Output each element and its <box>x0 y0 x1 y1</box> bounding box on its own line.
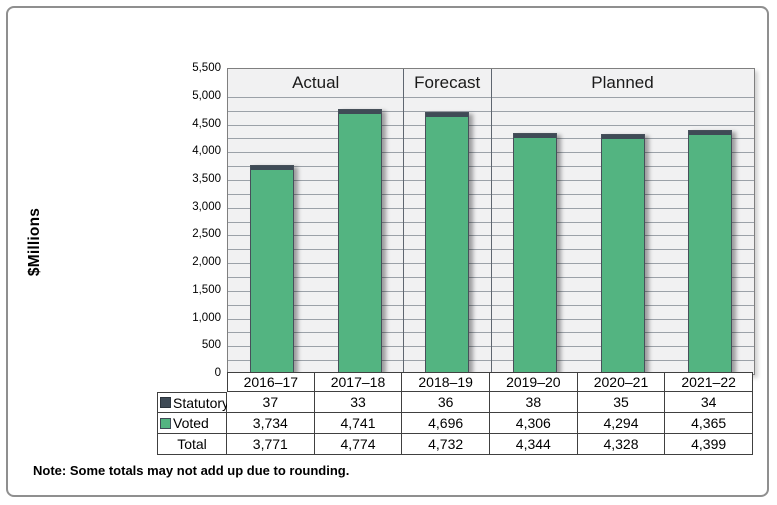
y-tick-label: 5,500 <box>192 62 221 74</box>
bar-statutory-segment <box>513 134 556 138</box>
y-tick-label: 3,500 <box>192 172 221 185</box>
y-tick-label: 2,500 <box>192 228 221 241</box>
table-value-cell: 33 <box>314 392 403 413</box>
section-label: Actual <box>292 73 340 92</box>
bar-statutory-segment <box>601 135 644 139</box>
row-label-cell: Voted <box>157 413 227 434</box>
bar-statutory-segment <box>338 110 381 114</box>
year-header-cell: 2016–17 <box>227 372 315 392</box>
table-value-cell: 4,344 <box>489 434 578 455</box>
y-tick-label: 1,500 <box>192 283 221 296</box>
bar <box>337 109 382 374</box>
section-label: Forecast <box>414 73 481 92</box>
year-header-cell: 2017–18 <box>314 372 403 392</box>
y-tick-label: 500 <box>201 339 221 352</box>
bar-voted-segment <box>426 117 469 374</box>
spending-table: 2016–17 2017–18 2018–19 2019–20 2020–21 2021–… <box>157 372 753 455</box>
y-axis-title: $Millions <box>26 207 43 277</box>
plot-area: Actual Forecast Planned <box>227 68 755 375</box>
row-label: Voted <box>173 415 209 431</box>
y-tick-label: 0 <box>214 367 221 379</box>
table-value-cell: 4,741 <box>314 413 403 434</box>
bar-voted-segment <box>689 135 732 374</box>
bar-voted-segment <box>250 170 293 374</box>
bar-statutory-segment <box>689 131 732 135</box>
table-value-cell: 3,771 <box>227 434 315 455</box>
bar <box>688 130 733 374</box>
y-tick-label: 2,000 <box>192 256 221 269</box>
y-tick-label: 3,000 <box>192 200 221 213</box>
year-header-cell: 2020–21 <box>577 372 666 392</box>
row-label-cell: Statutory <box>157 392 230 413</box>
table-value-cell: 34 <box>665 392 753 413</box>
bar-statutory-segment <box>250 166 293 170</box>
table-value-cell: 36 <box>402 392 490 413</box>
year-header-cell: 2019–20 <box>489 372 578 392</box>
section-label: Planned <box>591 73 654 92</box>
year-header-cell: 2018–19 <box>402 372 490 392</box>
bar <box>512 133 557 374</box>
bar-voted-segment <box>338 114 381 374</box>
bar-voted-segment <box>513 138 556 374</box>
legend-swatch-statutory <box>160 397 171 408</box>
table-value-cell: 38 <box>489 392 578 413</box>
bar <box>425 112 470 374</box>
note-text: Note: Some totals may not add up due to … <box>33 463 350 478</box>
table-value-cell: 4,294 <box>577 413 666 434</box>
table-corner-spacer <box>157 372 227 392</box>
y-tick-label: 1,000 <box>192 311 221 324</box>
table-value-cell: 4,774 <box>314 434 403 455</box>
y-tick-label: 4,500 <box>192 117 221 130</box>
section-separator <box>491 69 492 374</box>
y-tick-label: 4,000 <box>192 145 221 158</box>
table-value-cell: 4,365 <box>665 413 753 434</box>
bar-voted-segment <box>601 139 644 374</box>
row-label: Statutory <box>173 394 230 411</box>
table-value-cell: 4,328 <box>577 434 666 455</box>
row-label-cell: Total <box>157 434 227 455</box>
table-value-cell: 37 <box>227 392 315 413</box>
bar <box>249 165 294 374</box>
table-value-cell: 35 <box>577 392 666 413</box>
table-value-cell: 4,399 <box>665 434 753 455</box>
bar-statutory-segment <box>426 113 469 117</box>
legend-swatch-voted <box>160 417 171 429</box>
bar <box>600 134 645 374</box>
y-tick-label: 5,000 <box>192 89 221 102</box>
table-value-cell: 4,306 <box>489 413 578 434</box>
table-value-cell: 3,734 <box>227 413 315 434</box>
table-value-cell: 4,732 <box>402 434 490 455</box>
table-value-cell: 4,696 <box>402 413 490 434</box>
section-separator <box>403 69 405 374</box>
year-header-cell: 2021–22 <box>665 372 753 392</box>
